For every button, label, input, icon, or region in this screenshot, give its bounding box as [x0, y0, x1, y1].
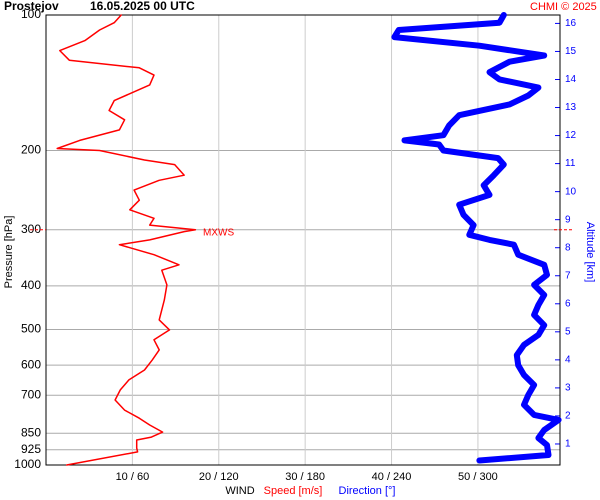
y-tick-label: 600: [21, 357, 41, 371]
y-tick-label: 400: [21, 278, 41, 292]
y2-tick-label: 1: [565, 439, 571, 450]
y-tick-label: 100: [21, 7, 41, 21]
y-tick-label: 850: [21, 425, 41, 439]
x-tick-label: 30 / 180: [285, 471, 325, 483]
plot-area: [46, 15, 560, 465]
y2-tick-label: 9: [565, 214, 571, 225]
x-tick-label: 20 / 120: [199, 471, 239, 483]
y2-tick-label: 3: [565, 383, 571, 394]
y2-tick-label: 12: [565, 130, 577, 141]
plot-frame: [45, 14, 561, 466]
x-tick-label: 10 / 60: [116, 471, 150, 483]
x-axis-label: WIND: [225, 485, 254, 497]
y2-tick-label: 8: [565, 242, 571, 253]
y-axis-label: Pressure [hPa]: [3, 216, 15, 289]
y2-axis-label: Altitude [km]: [584, 222, 596, 283]
y2-tick-label: 15: [565, 46, 577, 57]
y2-tick-label: 11: [565, 158, 576, 169]
y2-tick-label: 6: [565, 298, 571, 309]
legend-label: Speed [m/s]: [264, 485, 323, 497]
wind-line: [56, 14, 197, 466]
y-tick-label: 700: [21, 387, 41, 401]
y-tick-label: 1000: [14, 457, 41, 471]
y2-tick-label: 4: [565, 355, 571, 366]
legend-label: Direction [°]: [339, 485, 396, 497]
x-tick-label: 50 / 300: [458, 471, 498, 483]
y2-tick-label: 16: [565, 18, 577, 29]
y-tick-label: 925: [21, 442, 41, 456]
annotation: MXWS: [203, 227, 234, 238]
credit: CHMI © 2025: [530, 1, 597, 13]
x-tick-label: 40 / 240: [372, 471, 412, 483]
chart-title: Prostejov: [4, 0, 59, 13]
y2-tick-label: 13: [565, 102, 577, 113]
y2-tick-label: 2: [565, 411, 571, 422]
y2-tick-label: 7: [565, 270, 571, 281]
y-tick-label: 300: [21, 222, 41, 236]
y-tick-label: 500: [21, 322, 41, 336]
y-tick-label: 200: [21, 143, 41, 157]
y2-tick-label: 14: [565, 74, 577, 85]
chart-subtitle: 16.05.2025 00 UTC: [90, 0, 195, 13]
y2-tick-label: 10: [565, 186, 577, 197]
y2-tick-label: 5: [565, 326, 571, 337]
wind-line: [391, 12, 562, 464]
